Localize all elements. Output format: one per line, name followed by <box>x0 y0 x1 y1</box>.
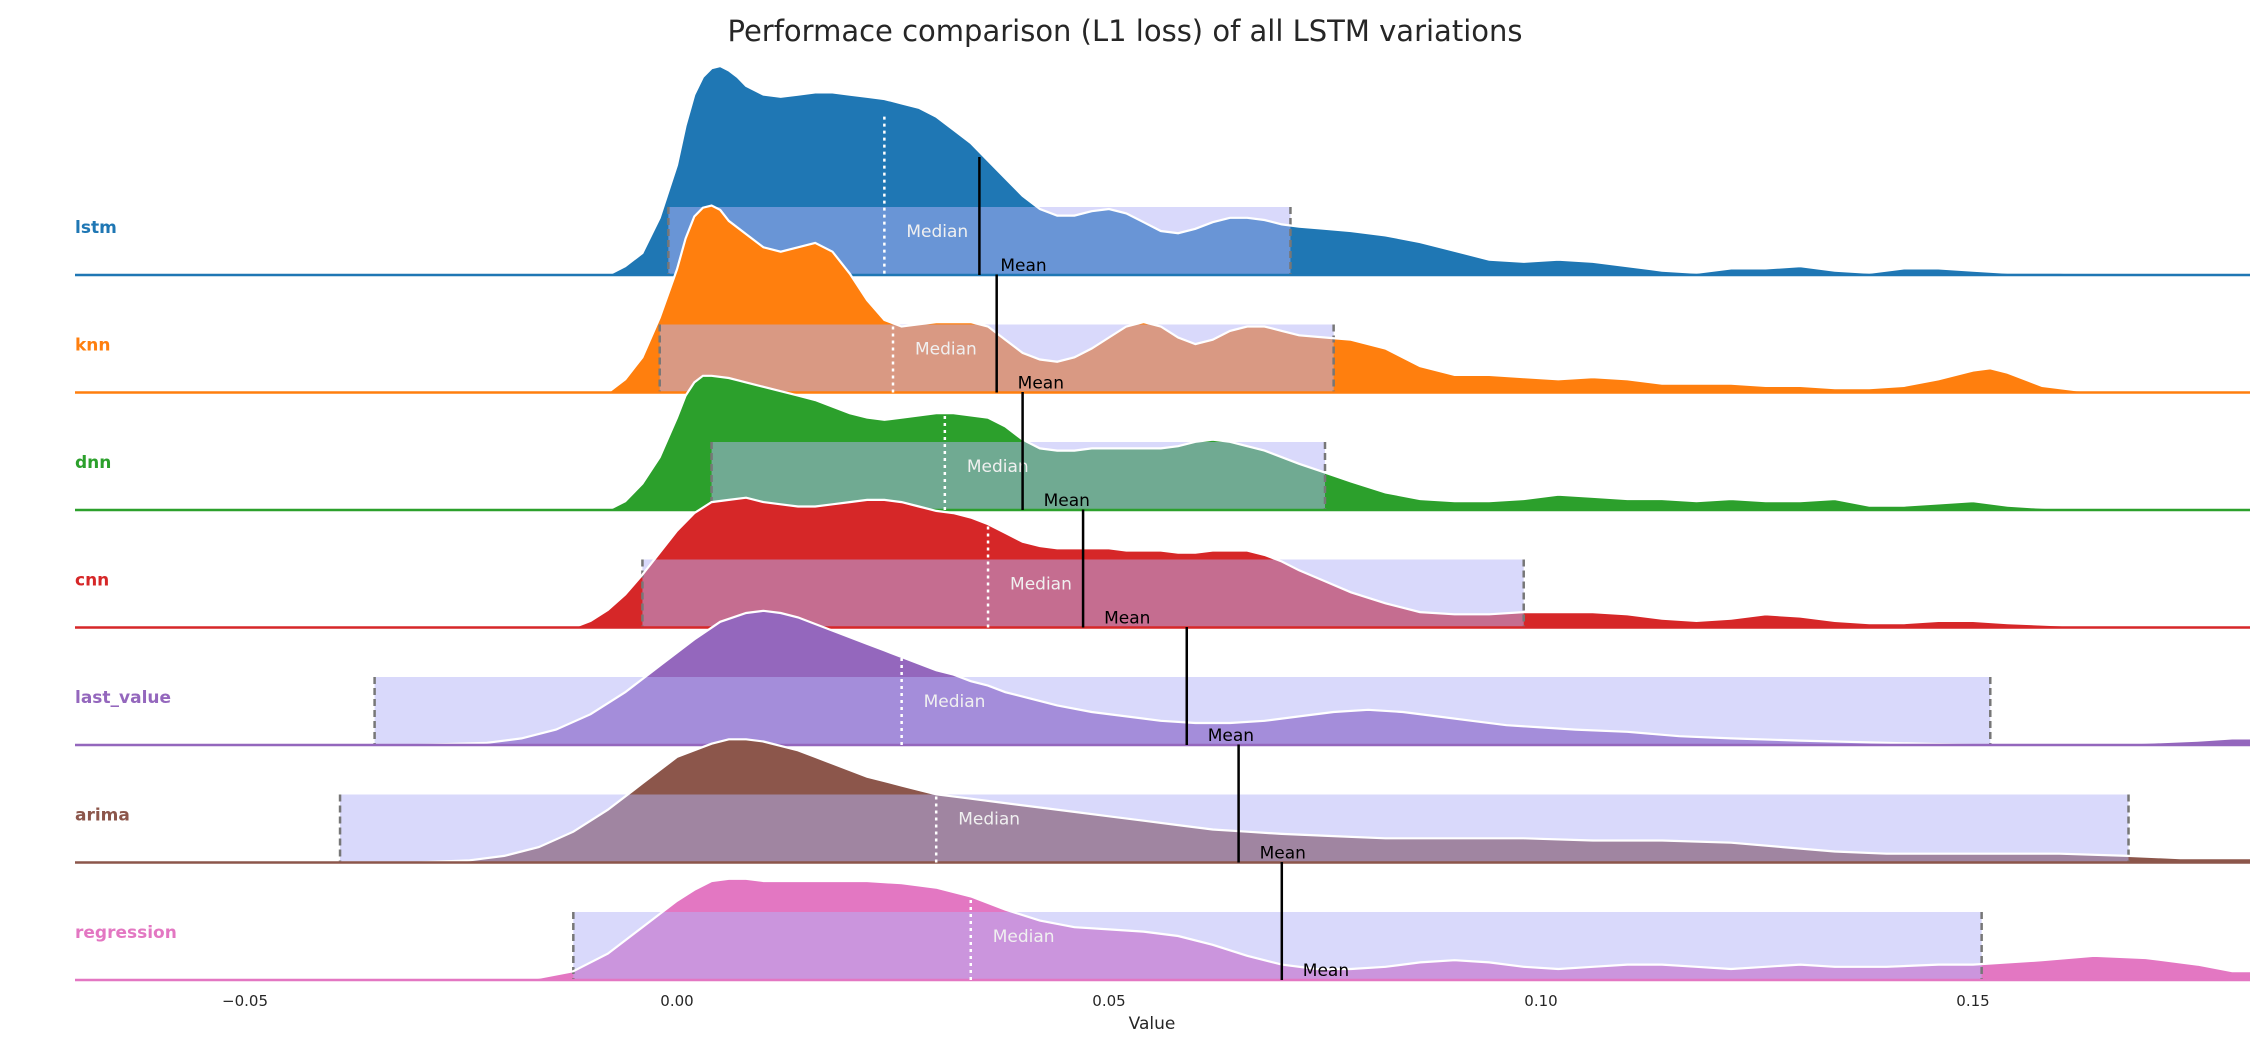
mean-label-cnn: Mean <box>1104 609 1150 629</box>
median-label-knn: Median <box>915 340 977 360</box>
iqr-band-last_value <box>374 677 1991 745</box>
mean-label-knn: Mean <box>1018 374 1064 394</box>
x-tick-label: 0.15 <box>1956 992 1989 1010</box>
row-label-knn: knn <box>75 336 111 356</box>
x-axis: −0.05 0.00 0.05 0.10 0.15 <box>222 992 1990 1010</box>
median-label-arima: Median <box>958 810 1020 830</box>
row-label-arima: arima <box>75 806 130 826</box>
median-label-dnn: Median <box>967 457 1029 477</box>
x-axis-title: Value <box>1129 1014 1176 1034</box>
iqr-band-dnn <box>711 442 1325 510</box>
ridge-row-lstm: Median Mean lstm <box>75 64 2250 277</box>
density-outline-knn <box>75 204 2250 394</box>
row-label-regression: regression <box>75 923 177 943</box>
mean-label-last_value: Mean <box>1208 726 1254 746</box>
density-outline-last_value <box>75 609 2250 747</box>
ridge-row-last_value: Median Mean last_value <box>75 609 2250 747</box>
mean-label-arima: Mean <box>1260 844 1306 864</box>
density-outline-dnn <box>75 374 2250 512</box>
row-label-cnn: cnn <box>75 571 109 591</box>
density-outline-arima <box>75 738 2250 864</box>
ridge-row-arima: Median Mean arima <box>75 738 2250 864</box>
x-tick-label: 0.00 <box>660 992 693 1010</box>
median-label-cnn: Median <box>1010 575 1072 595</box>
iqr-band-regression <box>573 912 1982 980</box>
x-tick-label: 0.05 <box>1092 992 1125 1010</box>
mean-label-lstm: Mean <box>1000 256 1046 276</box>
ridge-row-knn: Median Mean knn <box>75 204 2250 394</box>
density-outline-cnn <box>75 496 2250 629</box>
median-label-last_value: Median <box>924 692 986 712</box>
ridge-row-regression: Median Mean regression <box>75 862 2250 982</box>
row-label-lstm: lstm <box>75 218 117 238</box>
x-tick-label: 0.10 <box>1524 992 1557 1010</box>
chart-title: Performace comparison (L1 loss) of all L… <box>727 14 1523 48</box>
ridge-row-cnn: Median Mean cnn <box>75 496 2250 629</box>
row-label-last_value: last_value <box>75 688 171 708</box>
x-tick-label: −0.05 <box>222 992 268 1010</box>
ridge-rows: Median Mean lstm Median Mean knn Median Mean dnn… <box>75 64 2250 982</box>
median-label-lstm: Median <box>906 222 968 242</box>
row-label-dnn: dnn <box>75 453 111 473</box>
density-outline-regression <box>75 877 2250 982</box>
density-outline-lstm <box>75 64 2250 277</box>
mean-label-dnn: Mean <box>1044 491 1090 511</box>
median-label-regression: Median <box>993 927 1055 947</box>
ridge-row-dnn: Median Mean dnn <box>75 374 2250 512</box>
mean-label-regression: Mean <box>1303 961 1349 981</box>
